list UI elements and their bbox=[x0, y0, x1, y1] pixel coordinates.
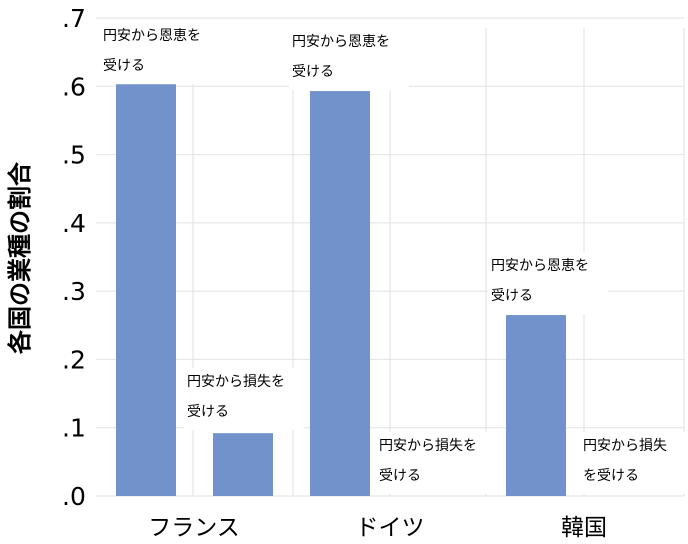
y-tick-label: .1 bbox=[62, 414, 86, 443]
x-category-label: ドイツ bbox=[356, 515, 425, 541]
bar bbox=[213, 433, 273, 496]
bar-annotation: 円安から恩恵を bbox=[491, 258, 589, 274]
annotation-background bbox=[488, 252, 608, 314]
bar bbox=[116, 84, 176, 496]
bar-annotation: 受ける bbox=[379, 468, 421, 484]
bar-annotation: 受ける bbox=[187, 404, 229, 420]
annotation-background bbox=[580, 432, 688, 494]
bar-annotation: 円安から恩恵を bbox=[103, 28, 201, 44]
annotation-background bbox=[184, 368, 304, 430]
x-category-label: 韓国 bbox=[561, 515, 607, 541]
bar-annotation: 円安から損失を bbox=[379, 438, 477, 454]
bar-annotation: 受ける bbox=[491, 288, 533, 304]
bars bbox=[116, 84, 566, 497]
bar bbox=[506, 315, 566, 496]
bar-annotation: を受ける bbox=[583, 468, 639, 484]
bar-annotations: 円安から恩恵を受ける円安から損失を受ける円安から恩恵を受ける円安から損失を受ける… bbox=[100, 22, 688, 494]
annotation-background bbox=[289, 28, 409, 90]
y-tick-label: .0 bbox=[62, 482, 86, 511]
y-tick-label: .4 bbox=[62, 209, 86, 238]
annotation-background bbox=[376, 432, 496, 494]
annotation-background bbox=[100, 22, 220, 84]
x-category-label: フランス bbox=[148, 515, 240, 541]
y-axis-label: 各国の業種の割合 bbox=[6, 161, 34, 355]
y-tick-label: .6 bbox=[62, 72, 86, 101]
y-tick-label: .5 bbox=[62, 141, 86, 170]
bar bbox=[310, 91, 370, 497]
bar-annotation: 円安から損失 bbox=[583, 438, 667, 454]
bar-annotation: 受ける bbox=[292, 64, 334, 80]
y-tick-label: .7 bbox=[62, 4, 86, 33]
y-tick-labels: .0 .1 .2 .3 .4 .5 .6 .7 bbox=[62, 4, 86, 511]
y-tick-label: .3 bbox=[62, 277, 86, 306]
bar-annotation: 円安から損失を bbox=[187, 374, 285, 390]
bar-annotation: 受ける bbox=[103, 58, 145, 74]
bar-annotation: 円安から恩恵を bbox=[292, 34, 390, 50]
y-tick-label: .2 bbox=[62, 345, 86, 374]
x-category-labels: フランス ドイツ 韓国 bbox=[148, 515, 607, 541]
